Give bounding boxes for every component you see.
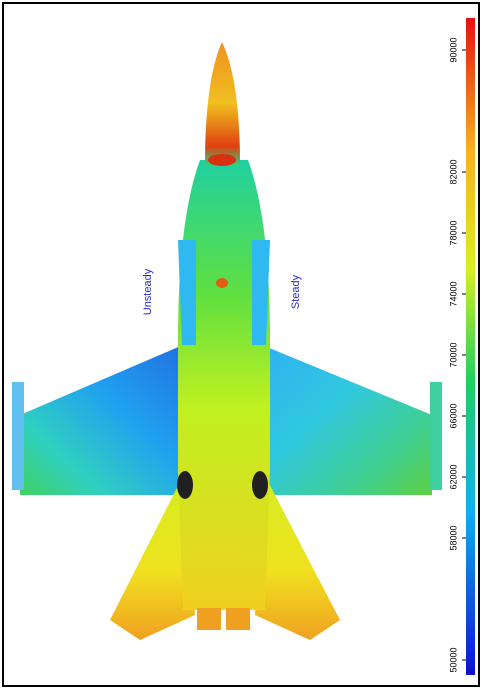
colorbar bbox=[466, 18, 475, 675]
colorbar-tick-label: 82000 bbox=[448, 159, 458, 184]
colorbar-tick-label: 78000 bbox=[448, 220, 458, 245]
colorbar-tick-label: 90000 bbox=[448, 37, 458, 62]
colorbar-tick-label: 70000 bbox=[448, 342, 458, 367]
colorbar-tick-label: 62000 bbox=[448, 464, 458, 489]
figure: Unsteady Steady 50000 58000 62000 66000 7000… bbox=[0, 0, 482, 689]
annotation-unsteady: Unsteady bbox=[142, 268, 154, 315]
colorbar-tick-label: 74000 bbox=[448, 281, 458, 306]
colorbar-tick-label: 66000 bbox=[448, 403, 458, 428]
annotation-steady: Steady bbox=[290, 274, 302, 309]
colorbar-tick-label: 50000 bbox=[448, 647, 458, 672]
colorbar-tick-label: 58000 bbox=[448, 525, 458, 550]
